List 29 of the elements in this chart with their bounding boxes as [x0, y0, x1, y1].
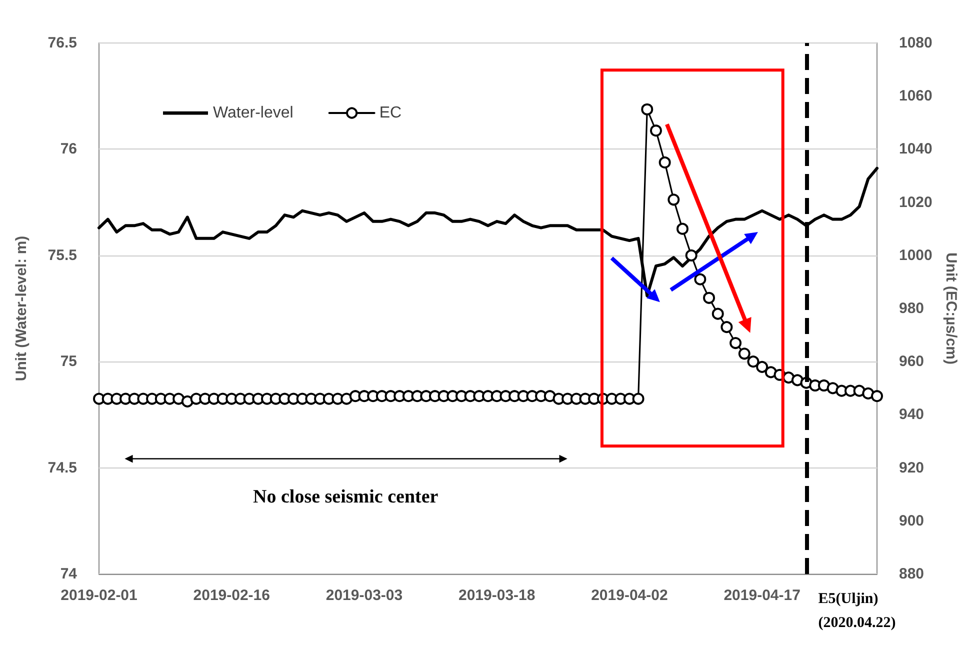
y2-tick-label: 1000	[899, 246, 932, 264]
y2-tick-label: 1080	[899, 34, 932, 52]
y2-tick-label: 920	[899, 459, 924, 476]
y-tick-label: 74.5	[48, 459, 77, 476]
y-tick-label: 76	[60, 140, 77, 158]
y-axis-title: Unit (Water-level: m)	[13, 236, 30, 382]
y2-tick-label: 960	[899, 353, 924, 370]
legend-label: EC	[379, 104, 402, 122]
y2-tick-label: 880	[899, 566, 924, 582]
y-tick-label: 75.5	[48, 246, 77, 264]
x-tick-label: 2019-04-17	[724, 587, 800, 604]
y2-tick-label: 980	[899, 300, 924, 317]
x-tick-label: 2019-02-01	[60, 587, 138, 604]
x-tick-label: 2019-03-03	[326, 587, 403, 604]
y2-tick-label: 1060	[899, 88, 932, 105]
y2-tick-label: 900	[899, 512, 924, 530]
annotation: No close seismic center	[253, 486, 439, 508]
y2-tick-label: 940	[899, 406, 924, 424]
ref-line-label: E5(Uljin) (2020.04.22)	[818, 591, 896, 631]
legend-label: Water-level	[213, 104, 294, 122]
y2-tick-label: 1020	[899, 194, 932, 211]
y-tick-label: 74	[60, 566, 78, 582]
x-tick-label: 2019-04-02	[591, 587, 668, 604]
x-tick-label: 2019-03-18	[458, 587, 536, 604]
y-tick-label: 75	[60, 353, 77, 370]
x-tick-label: 2019-02-16	[193, 587, 270, 604]
y-tick-label: 76.5	[48, 34, 77, 52]
y2-axis-title: Unit (EC:µs/cm)	[942, 252, 960, 364]
y2-tick-label: 1040	[899, 140, 932, 158]
